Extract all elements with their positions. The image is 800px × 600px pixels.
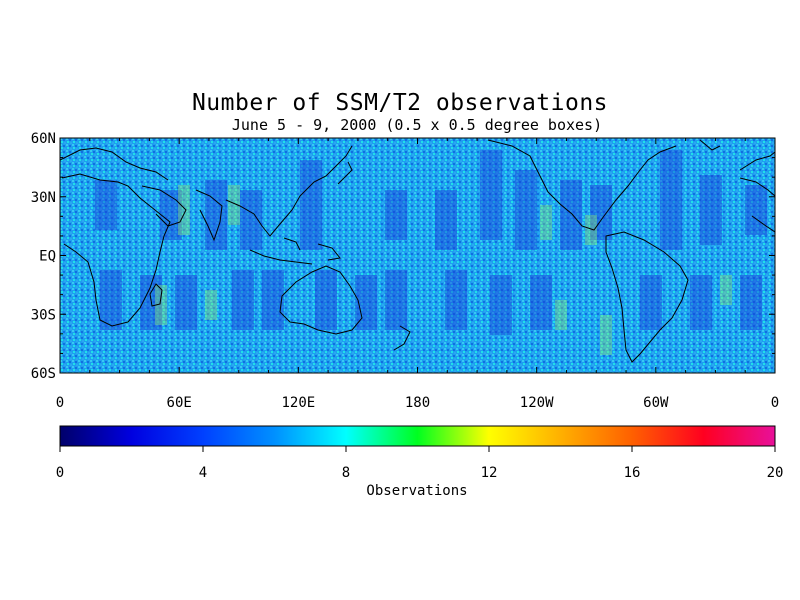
lon-tick-label: 120W — [520, 395, 554, 411]
colorbar-tick-label: 16 — [624, 465, 641, 481]
lat-tick-label: 30N — [31, 190, 56, 206]
lat-tick-label: 60N — [31, 131, 56, 147]
lat-tick-label: 60S — [31, 366, 56, 382]
lon-tick-label: 120E — [281, 395, 315, 411]
lon-tick-label: 180 — [405, 395, 430, 411]
lon-tick-label: 0 — [56, 395, 64, 411]
colorbar-tick-label: 20 — [767, 465, 784, 481]
colorbar-tick-label: 8 — [342, 465, 350, 481]
lon-tick-label: 0 — [771, 395, 779, 411]
observation-field — [60, 138, 775, 373]
colorbar-label: Observations — [366, 483, 467, 499]
map-title: Number of SSM/T2 observations — [191, 90, 609, 116]
map-subtitle: June 5 - 9, 2000 (0.5 x 0.5 degree boxes… — [231, 116, 603, 134]
lat-tick-label: 30S — [31, 307, 56, 323]
colorbar-tick-label: 12 — [481, 465, 498, 481]
colorbar-axis: 0 4 8 12 16 20 — [56, 446, 784, 481]
colorbar — [59, 425, 776, 447]
coastlines — [60, 139, 775, 363]
lon-tick-label: 60E — [167, 395, 192, 411]
lon-tick-label: 60W — [643, 395, 669, 411]
lat-tick-label: EQ — [39, 249, 56, 265]
latitude-axis: 60N 30N EQ 30S 60S — [31, 131, 775, 382]
colorbar-tick-label: 0 — [56, 465, 64, 481]
colorbar-tick-label: 4 — [199, 465, 207, 481]
longitude-axis: 0 60E 120E 180 120W 60W 0 — [56, 138, 779, 411]
